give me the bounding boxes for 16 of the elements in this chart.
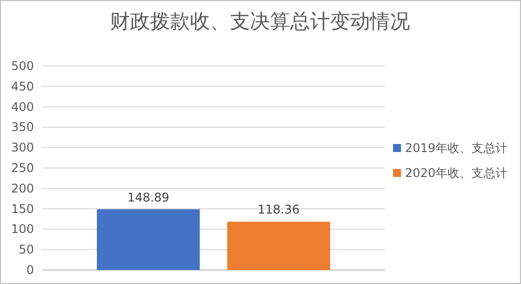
y-tick-label: 150: [11, 202, 34, 216]
data-label: 118.36: [258, 202, 300, 217]
y-tick-label: 300: [11, 140, 34, 155]
y-tick-label: 200: [11, 181, 34, 196]
y-tick-label: 350: [11, 120, 34, 134]
y-tick-label: 250: [11, 161, 34, 175]
data-label: 148.89: [127, 190, 170, 204]
y-tick-label: 50: [18, 242, 34, 257]
y-tick-label: 450: [11, 79, 34, 94]
title: 财政拨款收、支决算总计变动情况: [110, 9, 410, 33]
y-tick-label: 500: [11, 59, 34, 73]
y-tick-label: 0: [26, 263, 34, 277]
y-tick-label: 400: [11, 100, 34, 114]
y-tick-label: 100: [11, 222, 34, 236]
legend-label: 2020年收、支总计: [405, 166, 508, 180]
legend-label: 2019年收、支总计: [405, 141, 508, 155]
